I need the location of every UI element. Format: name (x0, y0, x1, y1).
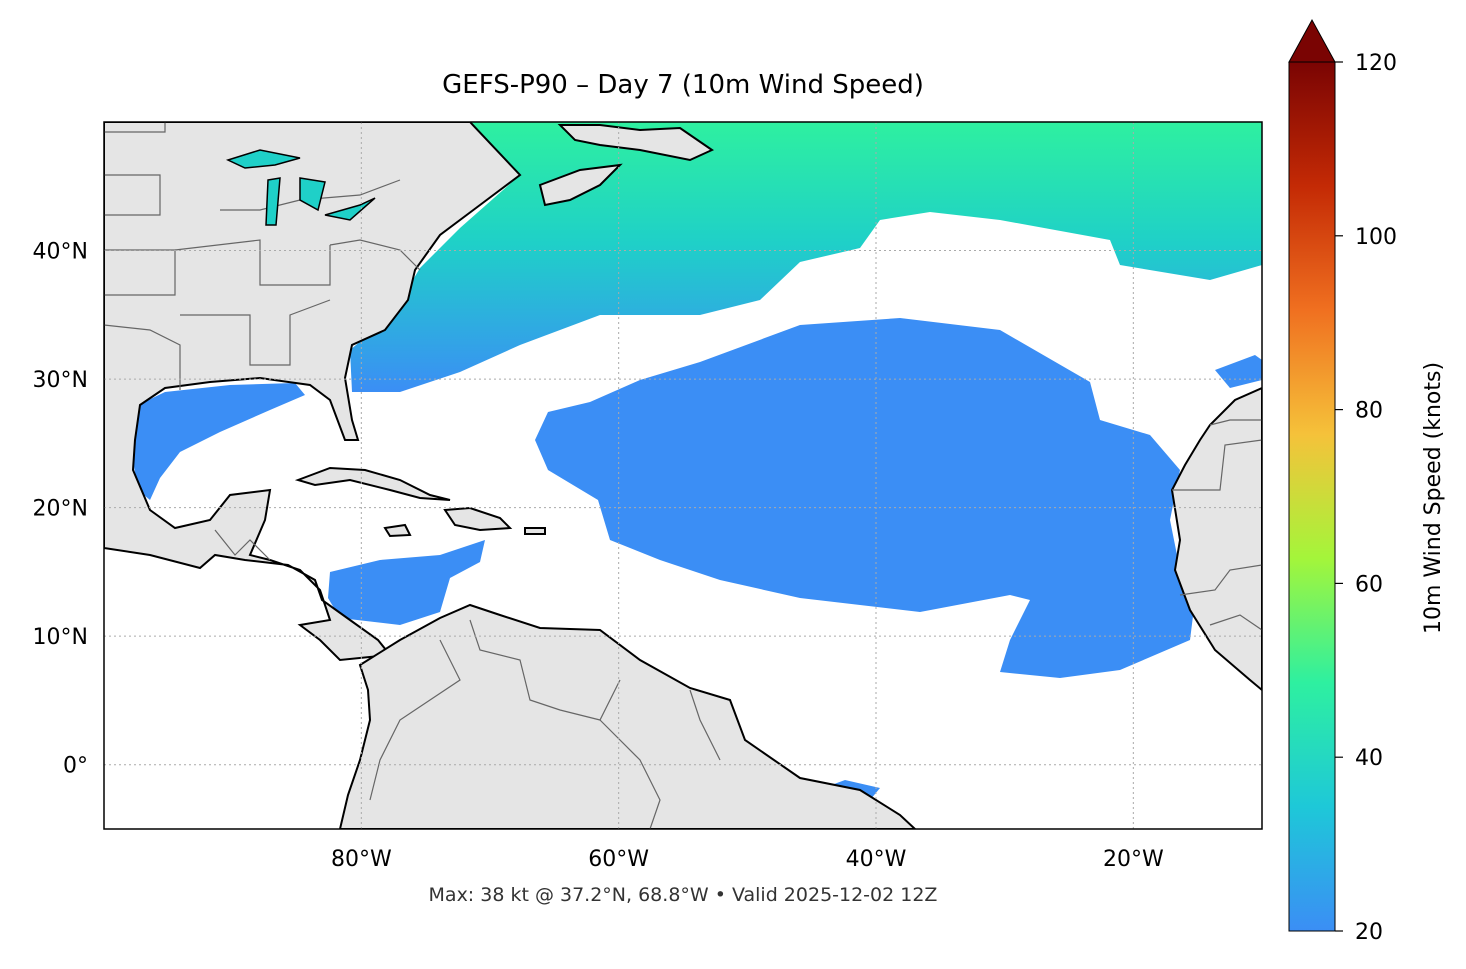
lake-superior (225, 149, 301, 169)
border-central-america (214, 529, 271, 561)
lat-tick-label: 20°N (33, 497, 88, 522)
lat-tick-label: 30°N (33, 368, 88, 393)
border-states-f (329, 239, 421, 271)
lake-erie-ontario (324, 197, 376, 221)
border-south-america-c (599, 719, 661, 829)
great-lakes (225, 149, 376, 226)
lat-tick-label: 40°N (33, 240, 88, 265)
land-south-america (338, 603, 917, 829)
land-cuba (294, 466, 451, 501)
lon-tick-label: 40°W (846, 847, 907, 872)
border-mexico (104, 324, 181, 390)
longitude-ticks: 80°W 60°W 40°W 20°W (331, 847, 1164, 872)
land-jamaica (383, 523, 412, 538)
colorbar-tick-label: 120 (1355, 51, 1397, 76)
colorbar: 120 100 80 60 40 20 10m Wind Speed (knots) (1288, 18, 1446, 945)
land-north-america (104, 122, 522, 662)
lat-tick-label: 0° (63, 754, 88, 779)
lat-tick-label: 10°N (33, 625, 88, 650)
map-title: GEFS-P90 – Day 7 (10m Wind Speed) (442, 70, 924, 100)
colorbar-tick-label: 100 (1355, 225, 1397, 250)
border-states-c (174, 239, 331, 286)
wind-field-gulf-of-mexico (132, 383, 305, 500)
latitude-ticks: 40°N 30°N 20°N 10°N 0° (33, 240, 88, 779)
lon-tick-label: 80°W (331, 847, 392, 872)
land-layer (104, 122, 1262, 829)
land-newfoundland (538, 163, 623, 207)
colorbar-label: 10m Wind Speed (knots) (1421, 362, 1446, 634)
colorbar-tick-label: 80 (1355, 399, 1383, 424)
colorbar-extend-arrow (1288, 18, 1336, 63)
gridlines (104, 122, 1262, 829)
wind-field-caribbean (328, 540, 485, 625)
land-nova-scotia (557, 124, 715, 162)
colorbar-tick-label: 20 (1355, 920, 1383, 945)
land-puerto-rico (524, 527, 546, 535)
border-states-d (180, 299, 331, 366)
border-canada-us (104, 122, 166, 133)
colorbar-tick-label: 60 (1355, 572, 1383, 597)
wind-field-canary (1215, 355, 1262, 388)
lake-michigan (265, 177, 281, 226)
colorbar-ticks: 120 100 80 60 40 20 (1335, 51, 1397, 945)
border-africa-d (1209, 614, 1262, 631)
lon-tick-label: 20°W (1103, 847, 1164, 872)
border-africa-c (1179, 564, 1262, 596)
border-south-america-b (369, 639, 461, 801)
map-panel (104, 122, 1262, 829)
footer-note: Max: 38 kt @ 37.2°N, 68.8°W • Valid 2025… (428, 884, 938, 906)
border-states-b (104, 249, 176, 296)
border-states-a (104, 174, 161, 216)
wind-field-central-atlantic (535, 318, 1195, 678)
lake-huron (299, 177, 326, 212)
map-frame (103, 121, 1263, 830)
border-africa-b (1172, 439, 1262, 491)
colorbar-tick-label: 40 (1355, 746, 1383, 771)
colorbar-gradient (1288, 61, 1336, 932)
state-borders (104, 122, 1262, 829)
border-south-america-d (689, 689, 721, 761)
lon-tick-label: 60°W (588, 847, 649, 872)
border-africa-a (1209, 419, 1262, 426)
